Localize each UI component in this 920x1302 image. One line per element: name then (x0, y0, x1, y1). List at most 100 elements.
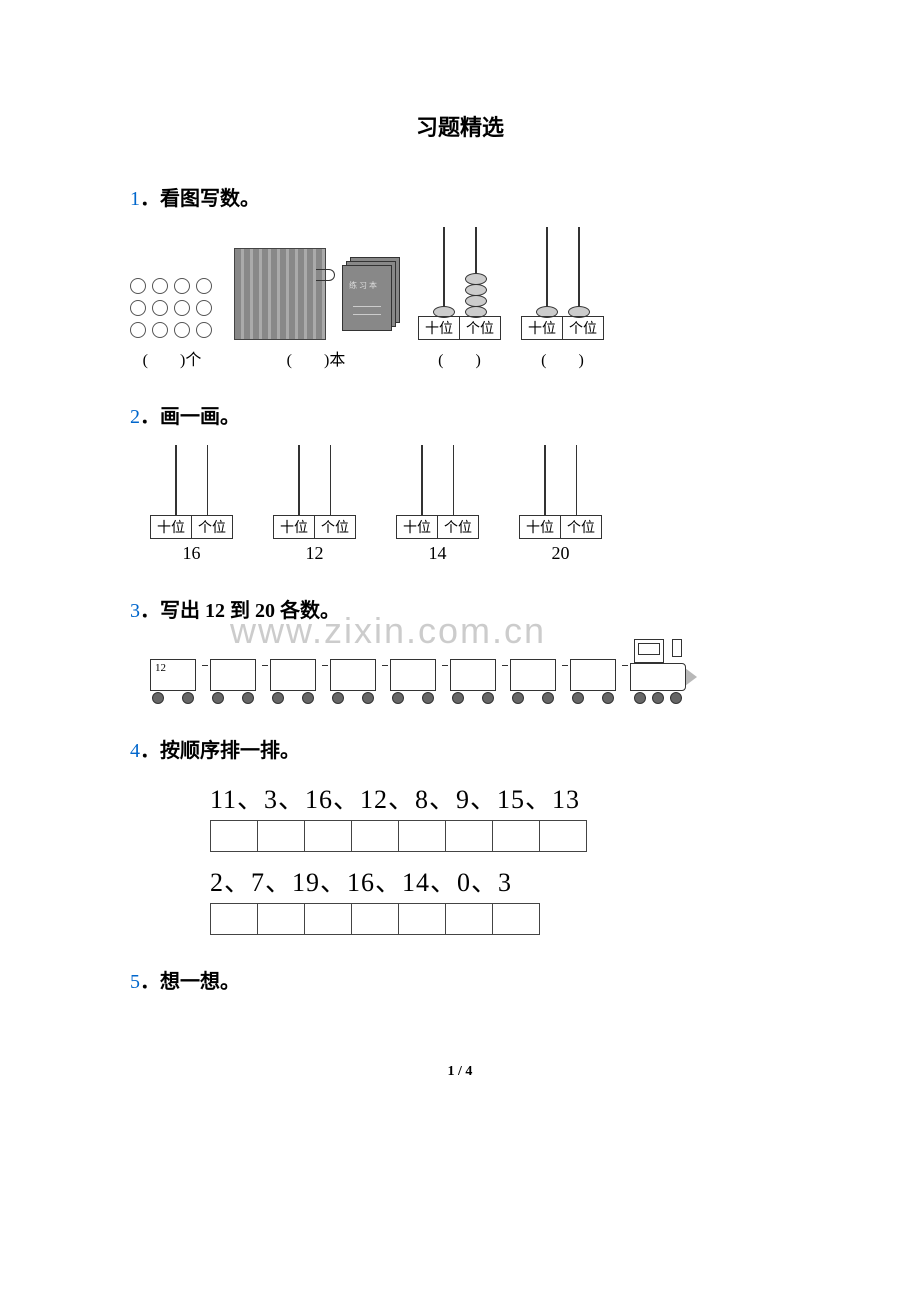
abacus-rod-ones (578, 227, 580, 317)
answer-cell (210, 903, 258, 935)
q2-item-3: 十位个位 14 (396, 445, 479, 564)
book-bundle-icon (234, 248, 326, 340)
loco-body-icon (630, 663, 686, 691)
q2-item-2: 十位个位 12 (273, 445, 356, 564)
hitch-icon (382, 665, 388, 667)
car-body-icon (570, 659, 616, 691)
q1-number: 1 (130, 188, 140, 210)
wheel-icon (302, 692, 314, 704)
q2-body: 十位个位 16 十位个位 12 十位个位 14 十位个位 20 (130, 445, 790, 564)
circle-icon (196, 300, 212, 316)
q5-number: 5 (130, 971, 140, 993)
wheel-icon (452, 692, 464, 704)
page-title: 习题精选 (130, 110, 790, 142)
abacus-base: 十位 个位 (521, 316, 604, 340)
circle-icon (130, 322, 146, 338)
train-car (390, 659, 436, 704)
q1-circles-label: ( )个 (143, 346, 202, 370)
locomotive-icon (630, 639, 686, 704)
question-3: 3．写出 12 到 20 各数。 (130, 594, 790, 623)
q1-abacus1-label: ( ) (438, 346, 481, 370)
place-tens: 十位 (520, 516, 561, 538)
circle-icon (174, 322, 190, 338)
q1-books-item: 练 习 本 练 习 本 练 习 本 ( )本 (234, 248, 398, 370)
q2-num-1: 16 (183, 543, 201, 564)
wheel-icon (670, 692, 682, 704)
q2-number: 2 (130, 406, 140, 428)
hitch-icon (622, 665, 628, 667)
rod-icon (330, 445, 332, 515)
train-car (510, 659, 556, 704)
q3-number: 3 (130, 600, 140, 622)
q1-circles-item: ( )个 (130, 278, 214, 370)
circle-icon (130, 300, 146, 316)
q4-boxes-row1 (210, 820, 790, 852)
circle-icon (152, 322, 168, 338)
rod-icon (175, 445, 177, 515)
circle-icon (196, 322, 212, 338)
abacus-rod-tens (443, 227, 445, 317)
place-ones: 个位 (192, 516, 232, 538)
q3-text: ．写出 12 到 20 各数。 (140, 600, 340, 622)
answer-cell (445, 820, 493, 852)
car-body-icon (150, 659, 196, 691)
wheel-icon (652, 692, 664, 704)
wheel-icon (362, 692, 374, 704)
wheel-icon (392, 692, 404, 704)
place-tens: 十位 (397, 516, 438, 538)
train-car (330, 659, 376, 704)
worksheet-page: 习题精选 1．看图写数。 ( )个 练 习 本 练 习 本 练 习 本 (0, 0, 920, 1120)
place-ones: 个位 (315, 516, 355, 538)
rod-icon (544, 445, 546, 515)
q2-item-1: 十位个位 16 (150, 445, 233, 564)
page-number: 1 / 4 (130, 1064, 790, 1080)
wheel-icon (152, 692, 164, 704)
q1-abacus-1: 十位 个位 ( ) (418, 227, 501, 370)
q4-boxes-row2 (210, 903, 790, 935)
wheel-icon (212, 692, 224, 704)
loco-chimney-icon (672, 639, 682, 657)
question-1: 1．看图写数。 (130, 182, 790, 211)
answer-cell (257, 820, 305, 852)
answer-cell (304, 903, 352, 935)
question-5: 5．想一想。 (130, 965, 790, 994)
q2-num-2: 12 (306, 543, 324, 564)
wheel-icon (482, 692, 494, 704)
circle-icon (174, 300, 190, 316)
q4-numbers-row1: 11、3、16、12、8、9、15、13 (210, 779, 790, 816)
rod-icon (207, 445, 209, 515)
train-car (150, 659, 196, 704)
car-body-icon (270, 659, 316, 691)
train-car (450, 659, 496, 704)
wheel-icon (272, 692, 284, 704)
hitch-icon (502, 665, 508, 667)
loco-cab-icon (634, 639, 664, 663)
q2-item-4: 十位个位 20 (519, 445, 602, 564)
car-body-icon (210, 659, 256, 691)
hitch-icon (202, 665, 208, 667)
answer-cell (445, 903, 493, 935)
circle-icon (196, 278, 212, 294)
answer-cell (398, 903, 446, 935)
answer-cell (492, 903, 540, 935)
q4-text: ．按顺序排一排。 (140, 740, 300, 762)
abacus-base: 十位 个位 (418, 316, 501, 340)
circle-icon (152, 278, 168, 294)
wheel-icon (572, 692, 584, 704)
q2-num-4: 20 (552, 543, 570, 564)
place-ones: 个位 (561, 516, 601, 538)
place-tens: 十位 (419, 317, 460, 339)
wheel-icon (332, 692, 344, 704)
circle-icon (174, 278, 190, 294)
answer-cell (539, 820, 587, 852)
books-icon: 练 习 本 练 习 本 练 习 本 (234, 248, 398, 340)
circles-grid (130, 278, 214, 340)
answer-cell (257, 903, 305, 935)
q2-num-3: 14 (429, 543, 447, 564)
abacus-icon: 十位 个位 (521, 227, 604, 340)
abacus-rod-ones (475, 227, 477, 317)
question-4: 4．按顺序排一排。 (130, 734, 790, 763)
car-body-icon (510, 659, 556, 691)
q1-abacus-2: 十位 个位 ( ) (521, 227, 604, 370)
answer-cell (398, 820, 446, 852)
